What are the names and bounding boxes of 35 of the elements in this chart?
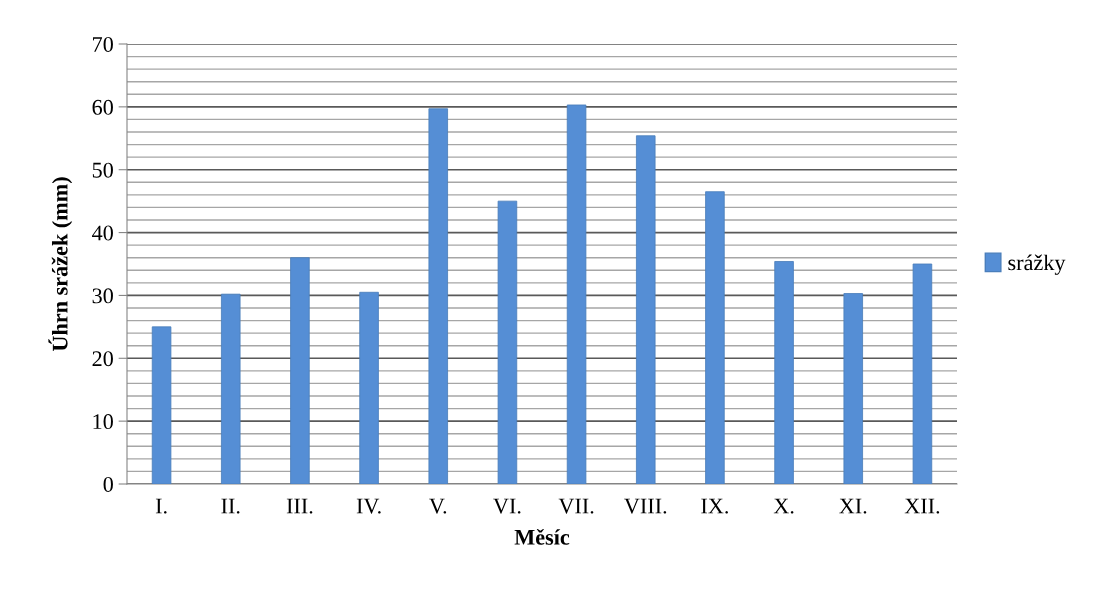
y-tick-label: 60 bbox=[92, 99, 113, 115]
bar bbox=[912, 263, 933, 484]
bar bbox=[359, 291, 379, 484]
x-tick-label: VII. bbox=[558, 498, 594, 514]
x-tick-label: VI. bbox=[493, 498, 521, 514]
y-tick-label: 50 bbox=[92, 162, 113, 178]
y-tick-label: 0 bbox=[103, 476, 113, 492]
y-tick-label: 10 bbox=[93, 414, 113, 430]
bar bbox=[497, 200, 518, 484]
x-tick-label: I. bbox=[155, 498, 167, 514]
bar bbox=[151, 326, 172, 484]
bar bbox=[774, 261, 794, 484]
bar bbox=[290, 257, 310, 484]
bar bbox=[220, 293, 241, 484]
x-tick-label: X. bbox=[773, 498, 794, 514]
y-tick-label: 40 bbox=[92, 225, 113, 241]
y-tick-label: 20 bbox=[92, 351, 113, 367]
x-tick-label: XII. bbox=[904, 498, 940, 514]
x-tick-label: XI. bbox=[839, 498, 867, 514]
x-axis-title: Měsíc bbox=[514, 528, 570, 545]
bar bbox=[635, 135, 656, 484]
bar bbox=[705, 191, 725, 484]
x-tick-label: IX. bbox=[701, 498, 728, 514]
x-tick-label: V. bbox=[429, 498, 447, 514]
bar bbox=[428, 108, 449, 484]
y-tick-label: 30 bbox=[92, 288, 113, 304]
bar bbox=[843, 293, 864, 484]
y-axis-title: Úhrn srážek (mm) bbox=[48, 177, 73, 352]
x-tick-label: III. bbox=[286, 498, 313, 514]
legend-label: srážky bbox=[1008, 254, 1066, 275]
bar bbox=[566, 104, 587, 484]
x-tick-label: IV. bbox=[356, 498, 381, 514]
x-tick-label: II. bbox=[221, 498, 240, 514]
y-tick-label: 70 bbox=[93, 36, 113, 52]
x-tick-label: VIII. bbox=[624, 498, 667, 514]
